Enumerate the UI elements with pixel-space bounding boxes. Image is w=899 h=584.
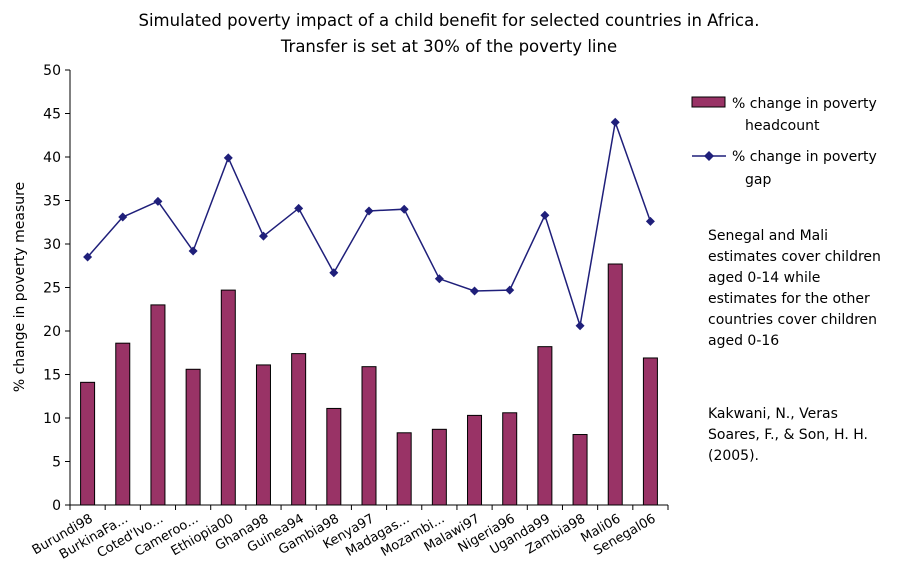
y-tick-label: 40	[43, 150, 61, 166]
bar-headcount	[467, 414, 483, 506]
legend-label-headcount-line2: headcount	[745, 118, 820, 134]
point-poverty-gap	[223, 153, 233, 163]
point-poverty-gap	[505, 285, 515, 295]
point-poverty-gap	[294, 203, 304, 213]
y-axis-label: % change in poverty measure	[12, 182, 28, 392]
legend-swatch-headcount	[691, 96, 726, 108]
point-poverty-gap	[434, 274, 444, 284]
bar-headcount	[80, 381, 96, 506]
y-tick-label: 10	[43, 411, 61, 427]
bar-headcount	[537, 346, 553, 506]
bar-headcount	[255, 364, 271, 506]
point-poverty-gap	[329, 268, 339, 278]
y-tick-label: 5	[52, 455, 61, 471]
point-poverty-gap	[118, 212, 128, 222]
bar-headcount	[185, 368, 201, 506]
bar-headcount	[502, 412, 518, 506]
y-tick-label: 15	[43, 368, 61, 384]
point-poverty-gap	[153, 196, 163, 206]
point-poverty-gap	[470, 286, 480, 296]
legend: % change in poverty headcount % change i…	[691, 96, 877, 188]
age-coverage-note: Senegal and Mali estimates cover childre…	[708, 228, 881, 349]
legend-label-gap-line2: gap	[745, 172, 771, 188]
point-poverty-gap	[364, 206, 374, 216]
bar-headcount	[291, 353, 307, 506]
line-poverty-gap	[87, 119, 652, 327]
plot-group: 05101520253035404550Burundi98BurkinaFa..…	[30, 63, 669, 563]
point-poverty-gap	[575, 321, 585, 331]
bar-headcount	[115, 342, 131, 506]
point-poverty-gap	[83, 252, 93, 262]
y-tick-label: 50	[43, 63, 61, 79]
point-poverty-gap	[188, 246, 198, 256]
point-poverty-gap	[610, 117, 620, 127]
point-poverty-gap	[258, 231, 268, 241]
y-tick-label: 35	[43, 194, 61, 210]
bar-headcount	[361, 366, 377, 506]
legend-label-gap-line1: % change in poverty	[732, 149, 877, 165]
y-tick-label: 25	[43, 281, 61, 297]
y-tick-label: 30	[43, 237, 61, 253]
chart-title: Simulated poverty impact of a child bene…	[139, 11, 760, 30]
bar-headcount	[607, 263, 623, 506]
bar-headcount	[431, 428, 447, 506]
bar-headcount	[572, 434, 588, 506]
y-tick-label: 45	[43, 107, 61, 123]
bar-headcount	[396, 432, 412, 506]
legend-label-headcount-line1: % change in poverty	[732, 96, 877, 112]
point-poverty-gap	[540, 210, 550, 220]
bar-headcount	[642, 357, 658, 506]
y-tick-label: 20	[43, 324, 61, 340]
bar-headcount	[220, 289, 236, 506]
bar-headcount	[326, 407, 342, 506]
point-poverty-gap	[645, 216, 655, 226]
citation-note: Kakwani, N., Veras Soares, F., & Son, H.…	[708, 406, 868, 464]
bar-headcount	[150, 304, 166, 506]
chart-subtitle: Transfer is set at 30% of the poverty li…	[280, 37, 617, 56]
y-tick-label: 0	[52, 498, 61, 514]
point-poverty-gap	[399, 204, 409, 214]
legend-marker-gap	[704, 151, 714, 161]
